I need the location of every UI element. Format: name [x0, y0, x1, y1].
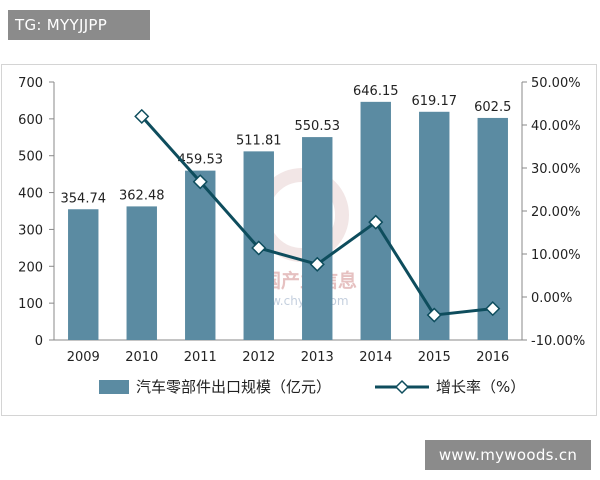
- combo-chart: 中国产业信息 www.chyxx.com 0100200300400500600…: [18, 76, 585, 396]
- top-watermark-badge: TG: MYYJJPP: [8, 10, 150, 40]
- growth-line-group: [134, 108, 501, 323]
- legend-line-label: 增长率（%）: [436, 378, 525, 396]
- x-tick-label: 2013: [301, 350, 334, 365]
- bar-value-label: 619.17: [412, 94, 458, 109]
- growth-rate-point: [309, 256, 325, 272]
- right-tick-label: 20.00%: [531, 205, 581, 220]
- growth-rate-point: [368, 214, 384, 230]
- growth-rate-point: [251, 240, 267, 256]
- bar: [68, 209, 99, 340]
- x-tick-label: 2012: [242, 350, 275, 365]
- bar-labels-group: 354.74 362.48 459.53 511.81 550.53 646.15 619.…: [61, 84, 512, 206]
- left-tick-label: 0: [35, 334, 43, 349]
- legend-line-marker: [394, 379, 410, 395]
- bar-value-label: 511.81: [236, 133, 282, 148]
- legend-bar-swatch: [99, 380, 129, 394]
- axes-group: 0 100 200 300 400 500 600 700 -10.00% 0.00% 10.00%…: [18, 76, 585, 365]
- growth-rate-point: [192, 174, 208, 190]
- bar-value-label: 602.5: [474, 100, 511, 115]
- x-tick-label: 2016: [476, 350, 509, 365]
- bottom-watermark-badge: www.mywoods.cn: [425, 440, 591, 470]
- right-tick-label: -10.00%: [531, 334, 585, 349]
- bar: [419, 111, 450, 340]
- bar-value-label: 354.74: [61, 191, 107, 206]
- left-tick-label: 600: [18, 113, 43, 128]
- x-tick-label: 2011: [184, 350, 217, 365]
- right-tick-label: 0.00%: [531, 291, 572, 306]
- x-tick-label: 2010: [125, 350, 158, 365]
- bar-value-label: 459.53: [178, 153, 224, 168]
- left-tick-label: 400: [18, 187, 43, 202]
- legend-bar-label: 汽车零部件出口规模（亿元）: [136, 378, 331, 396]
- x-tick-label: 2009: [67, 350, 100, 365]
- left-tick-label: 300: [18, 223, 43, 238]
- chart-frame: 中国产业信息 www.chyxx.com 0 100 200 300 400 500 600…: [1, 64, 597, 416]
- bar: [126, 206, 157, 340]
- left-tick-label: 500: [18, 150, 43, 165]
- left-tick-label: 100: [18, 297, 43, 312]
- right-tick-label: 10.00%: [531, 248, 581, 263]
- bar: [185, 170, 216, 340]
- bar-value-label: 646.15: [353, 84, 399, 99]
- right-tick-label: 30.00%: [531, 162, 581, 177]
- left-tick-label: 200: [18, 260, 43, 275]
- bar: [302, 137, 333, 340]
- legend: 汽车零部件出口规模（亿元） 增长率（%）: [99, 378, 525, 396]
- bar-value-label: 550.53: [295, 119, 341, 134]
- x-tick-label: 2014: [359, 350, 392, 365]
- right-tick-label: 40.00%: [531, 119, 581, 134]
- growth-rate-point: [134, 108, 150, 124]
- bar-value-label: 362.48: [119, 188, 165, 203]
- x-tick-label: 2015: [418, 350, 451, 365]
- growth-rate-point: [426, 307, 442, 323]
- left-tick-label: 700: [18, 76, 43, 91]
- right-tick-label: 50.00%: [531, 76, 581, 91]
- growth-rate-point: [485, 301, 501, 317]
